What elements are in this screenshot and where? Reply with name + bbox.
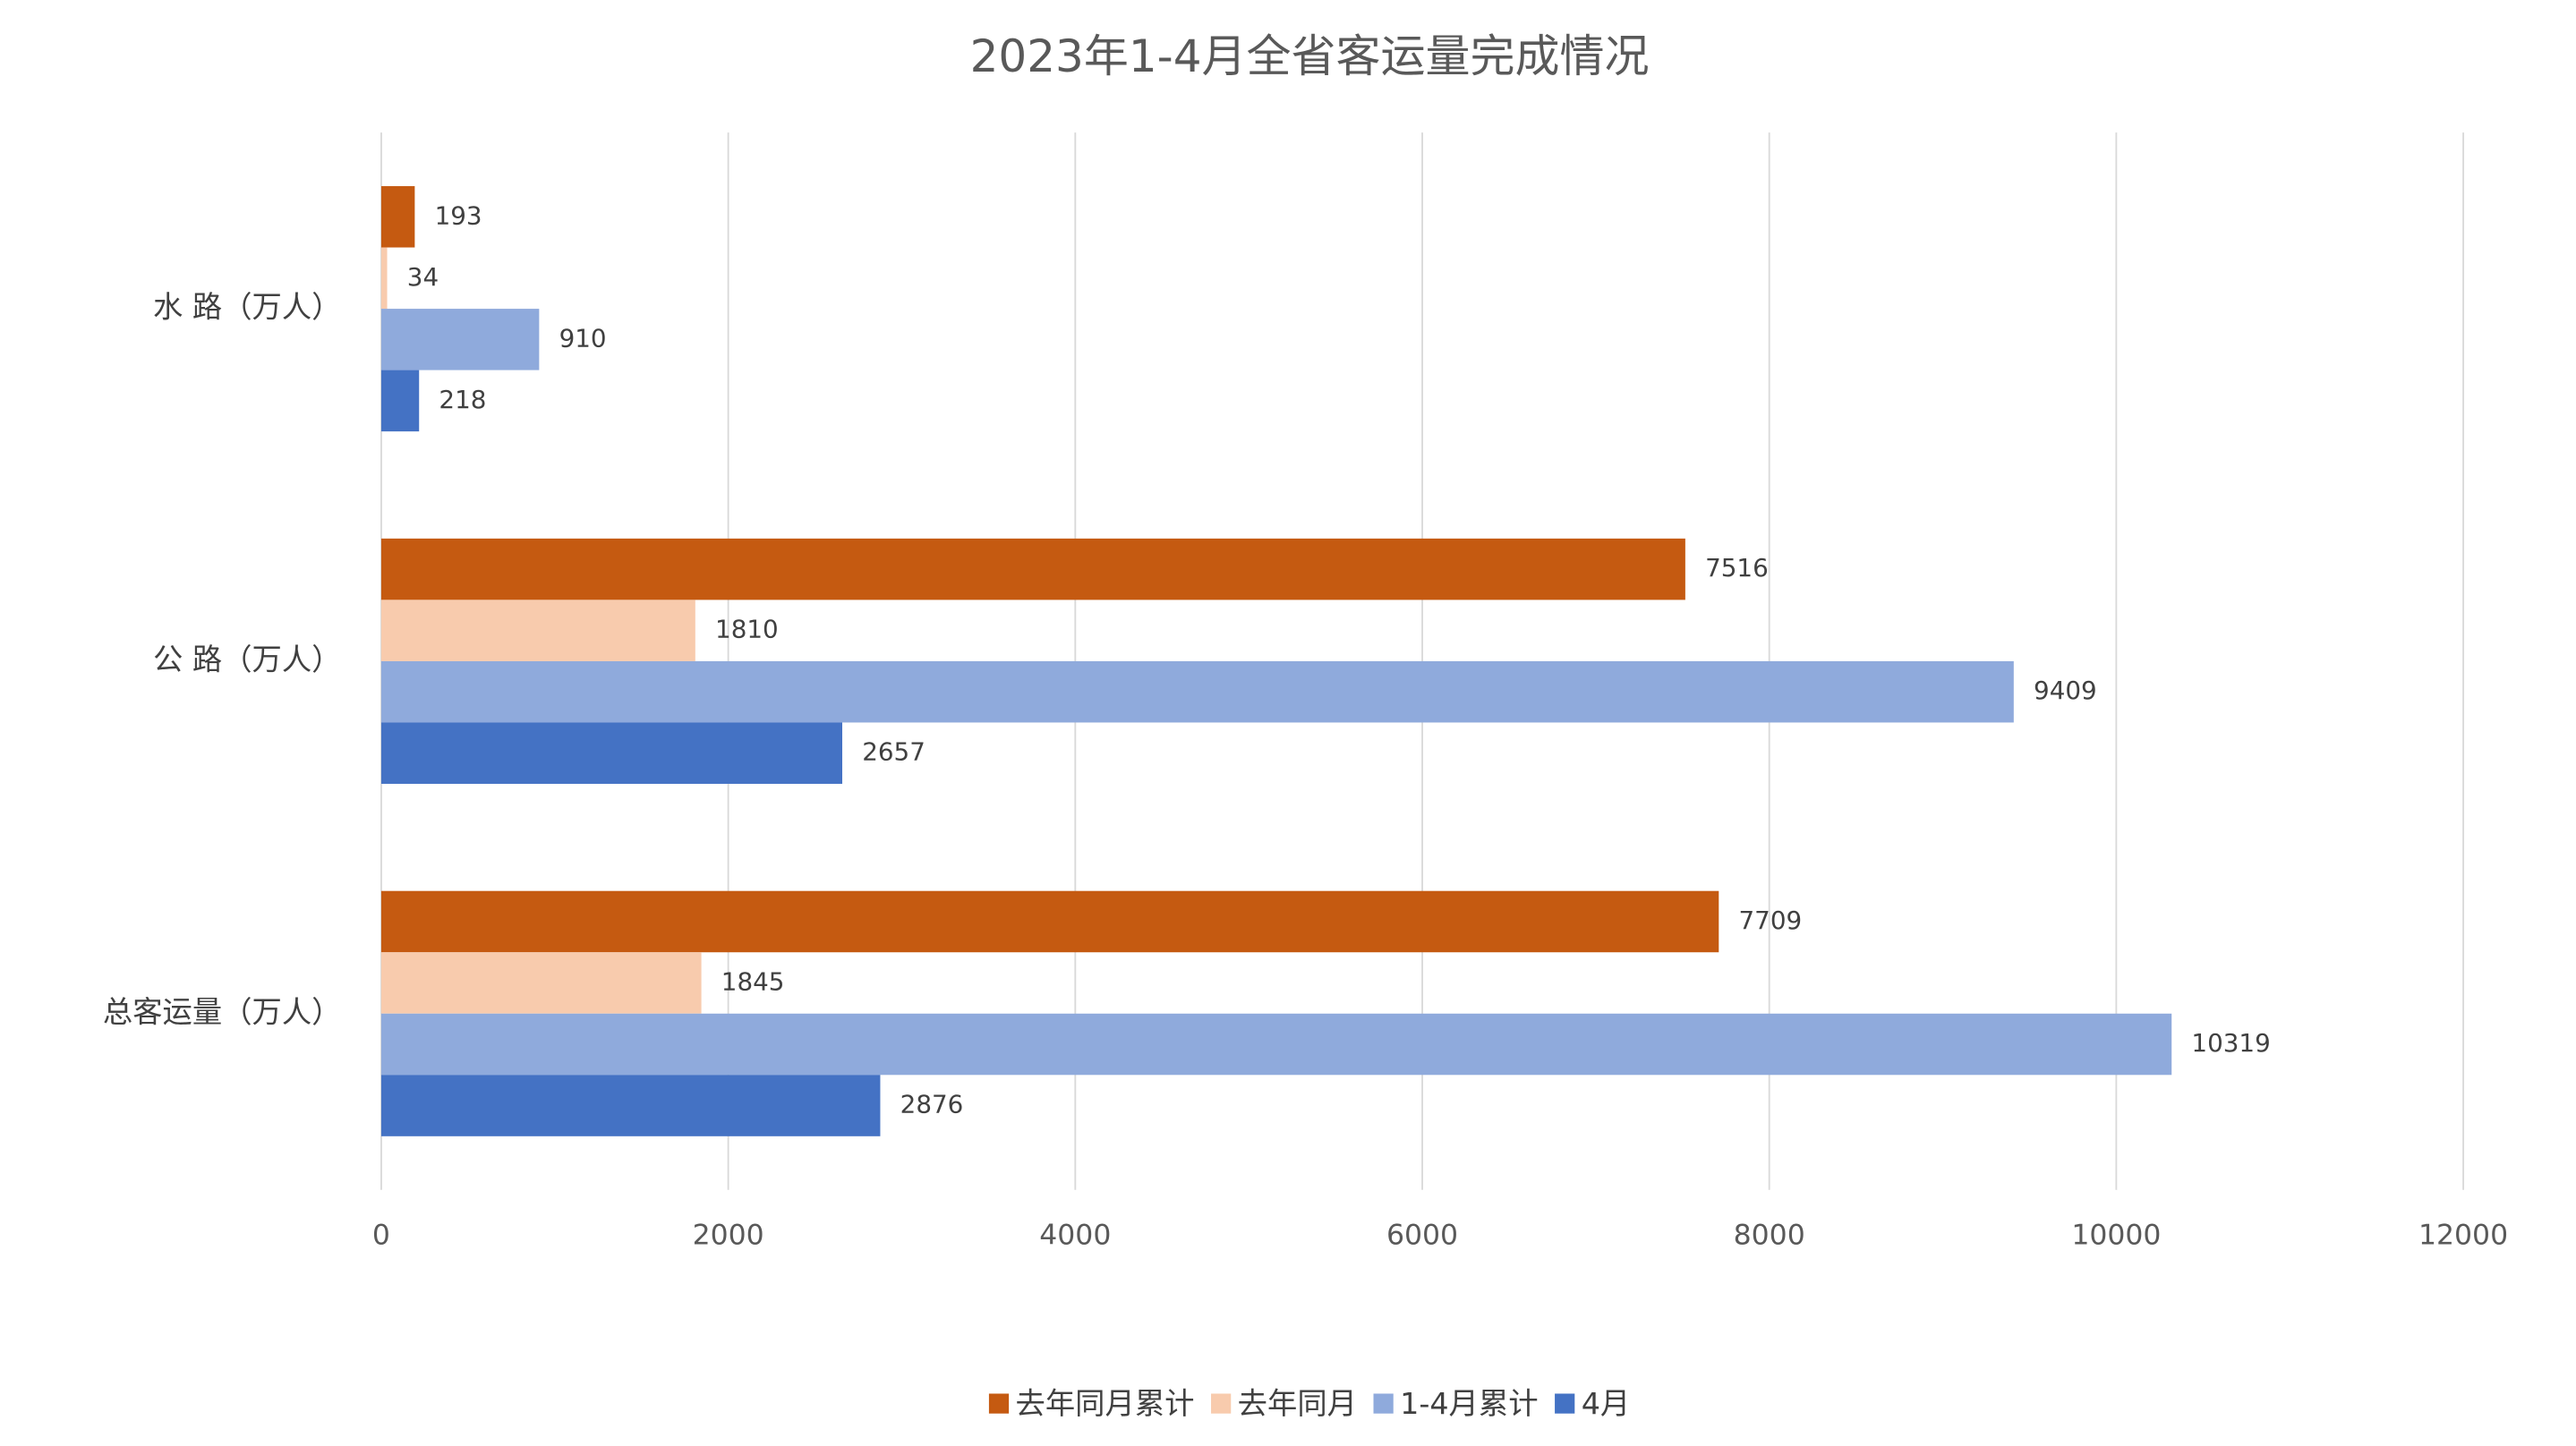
y-tick-label: 水 路（万人） bbox=[153, 290, 342, 325]
value-label: 1845 bbox=[721, 967, 785, 997]
bar bbox=[380, 247, 388, 310]
bar bbox=[380, 600, 695, 661]
value-label: 7709 bbox=[1739, 906, 1803, 935]
legend-swatch bbox=[1555, 1393, 1575, 1414]
x-tick-label: 0 bbox=[372, 1220, 390, 1252]
bar bbox=[380, 538, 1685, 600]
x-tick-label: 8000 bbox=[1734, 1220, 1805, 1252]
bar bbox=[380, 1013, 2172, 1076]
bar bbox=[380, 186, 415, 248]
value-label: 2657 bbox=[862, 737, 925, 767]
y-tick-label: 公 路（万人） bbox=[153, 642, 342, 676]
legend-swatch bbox=[988, 1393, 1010, 1414]
value-label: 7516 bbox=[1705, 553, 1769, 583]
bar bbox=[380, 952, 702, 1014]
bar bbox=[380, 660, 2014, 723]
legend-label: 4月 bbox=[1582, 1386, 1631, 1421]
bar bbox=[380, 722, 842, 784]
value-label: 9409 bbox=[2034, 676, 2097, 705]
value-label: 193 bbox=[435, 200, 482, 230]
chart-title: 2023年1-4月全省客运量完成情况 bbox=[970, 30, 1650, 82]
x-tick-label: 2000 bbox=[693, 1220, 764, 1252]
legend-swatch bbox=[1211, 1393, 1232, 1414]
legend-label: 去年同月 bbox=[1238, 1386, 1357, 1421]
legend: 去年同月累计 去年同月 1-4月累计 4月 bbox=[988, 1386, 1631, 1421]
value-label: 1810 bbox=[715, 615, 779, 644]
legend-swatch bbox=[1373, 1393, 1394, 1414]
x-tick-label: 4000 bbox=[1039, 1220, 1111, 1252]
bar bbox=[380, 1075, 881, 1136]
x-tick-label: 12000 bbox=[2418, 1220, 2508, 1252]
x-tick-label: 6000 bbox=[1386, 1220, 1458, 1252]
bar bbox=[380, 370, 420, 432]
x-tick-label: 10000 bbox=[2071, 1220, 2161, 1252]
bar bbox=[380, 890, 1719, 953]
value-label: 218 bbox=[439, 385, 486, 414]
legend-label: 1-4月累计 bbox=[1400, 1386, 1538, 1421]
y-tick-label: 总客运量（万人） bbox=[103, 994, 342, 1029]
value-label: 34 bbox=[407, 262, 439, 292]
legend-label: 去年同月累计 bbox=[1016, 1386, 1195, 1421]
bar bbox=[380, 309, 540, 370]
value-label: 2876 bbox=[900, 1090, 964, 1119]
value-label: 910 bbox=[559, 323, 607, 353]
value-label: 10319 bbox=[2191, 1028, 2270, 1058]
